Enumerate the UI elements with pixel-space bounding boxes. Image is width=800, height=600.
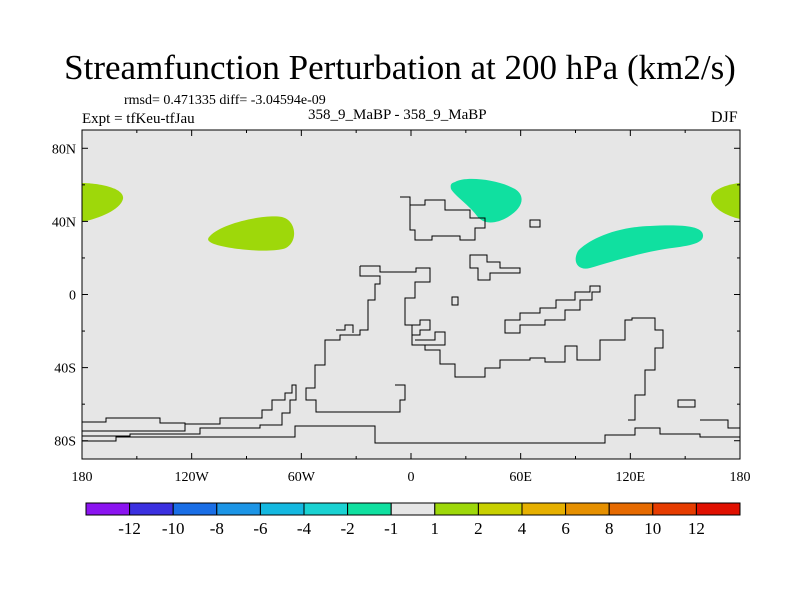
y-tick-label: 0: [69, 289, 76, 304]
colorbar-label: 1: [431, 519, 440, 538]
x-tick-label: 180: [730, 470, 751, 485]
colorbar-swatch: [434, 502, 479, 516]
anomaly-positive-central-pacific: [208, 216, 295, 251]
coastline-island: [451, 296, 459, 306]
season-label: DJF: [711, 109, 738, 126]
colorbar-label: 2: [474, 519, 483, 538]
anomaly-layer: [82, 178, 740, 269]
colorbar-label: -6: [253, 519, 267, 538]
anomaly-positive-east-edge: [710, 183, 740, 219]
anomaly-negative-east-asia: [575, 225, 704, 269]
x-tick-label: 120E: [616, 470, 646, 485]
colorbar-swatch: [347, 502, 392, 516]
coastline-caspian: [469, 254, 521, 281]
x-tick-label: 120W: [175, 470, 210, 485]
colorbar: -12 -10 -8 -6 -4 -2 -1 1 2 4 6 8 10 12: [85, 502, 741, 538]
colorbar-swatch: [303, 502, 349, 516]
anomaly-positive-west-edge: [82, 183, 124, 222]
x-tick-label: 180: [72, 470, 93, 485]
y-tick-label: 40S: [54, 362, 76, 377]
coastline-americas: [305, 266, 406, 413]
colorbar-swatch: [477, 502, 523, 516]
colorbar-swatch: [172, 502, 218, 516]
coastline-new-zealand: [677, 399, 696, 408]
colorbar-swatch: [85, 502, 131, 516]
colorbar-swatch: [521, 502, 567, 516]
colorbar-swatch: [565, 502, 610, 516]
colorbar-swatch: [695, 502, 741, 516]
y-tick-label: 80S: [54, 435, 76, 450]
coastline-arabia: [411, 319, 431, 336]
colorbar-swatch: [608, 502, 654, 516]
colorbar-swatch: [652, 502, 697, 516]
colorbar-label: 4: [518, 519, 527, 538]
chart-title: Streamfunction Perturbation at 200 hPa (…: [64, 48, 736, 87]
y-axis: 80N 40N 0 40S 80S: [52, 142, 740, 450]
coastline-antarctica: [82, 425, 740, 444]
colorbar-label: -2: [341, 519, 355, 538]
y-tick-label: 80N: [52, 142, 76, 157]
coastline-antarctic-west: [82, 417, 186, 432]
colorbar-swatch: [259, 502, 305, 516]
colorbar-label: 10: [644, 519, 661, 538]
plot-background: [82, 130, 740, 459]
coastline-eurasia-africa: [360, 265, 664, 421]
experiment-label: Expt = tfKeu-tfJau: [82, 111, 195, 127]
chart-subtitle: 358_9_MaBP - 358_9_MaBP: [308, 107, 487, 123]
colorbar-label: 8: [605, 519, 614, 538]
coastline-layer: [82, 196, 740, 444]
coastline-ross: [700, 419, 740, 429]
coastline-island-north: [529, 219, 541, 228]
colorbar-label: -1: [384, 519, 398, 538]
colorbar-label: 12: [688, 519, 705, 538]
coastline-asia-south: [504, 285, 601, 334]
coastline-europe: [400, 196, 486, 241]
y-tick-label: 40N: [52, 215, 76, 230]
colorbar-swatch: [129, 502, 174, 516]
x-tick-label: 60W: [288, 470, 316, 485]
stats-label: rmsd= 0.471335 diff= -3.04594e-09: [124, 93, 326, 108]
coastline-red-sea: [415, 331, 446, 346]
x-axis: 180 120W 60W 0 60E 120E 180: [72, 130, 751, 485]
colorbar-label: 6: [561, 519, 570, 538]
colorbar-label: -8: [210, 519, 224, 538]
coastline-antarctic-peninsula: [82, 384, 297, 437]
x-tick-label: 0: [408, 470, 415, 485]
colorbar-swatch: [390, 502, 436, 516]
anomaly-negative-central-asia: [450, 178, 522, 223]
colorbar-label: -12: [118, 519, 141, 538]
coastline-caribbean: [336, 324, 354, 333]
colorbar-swatch: [216, 502, 261, 516]
x-tick-label: 60E: [509, 470, 532, 485]
colorbar-label: -10: [162, 519, 185, 538]
colorbar-label: -4: [297, 519, 312, 538]
